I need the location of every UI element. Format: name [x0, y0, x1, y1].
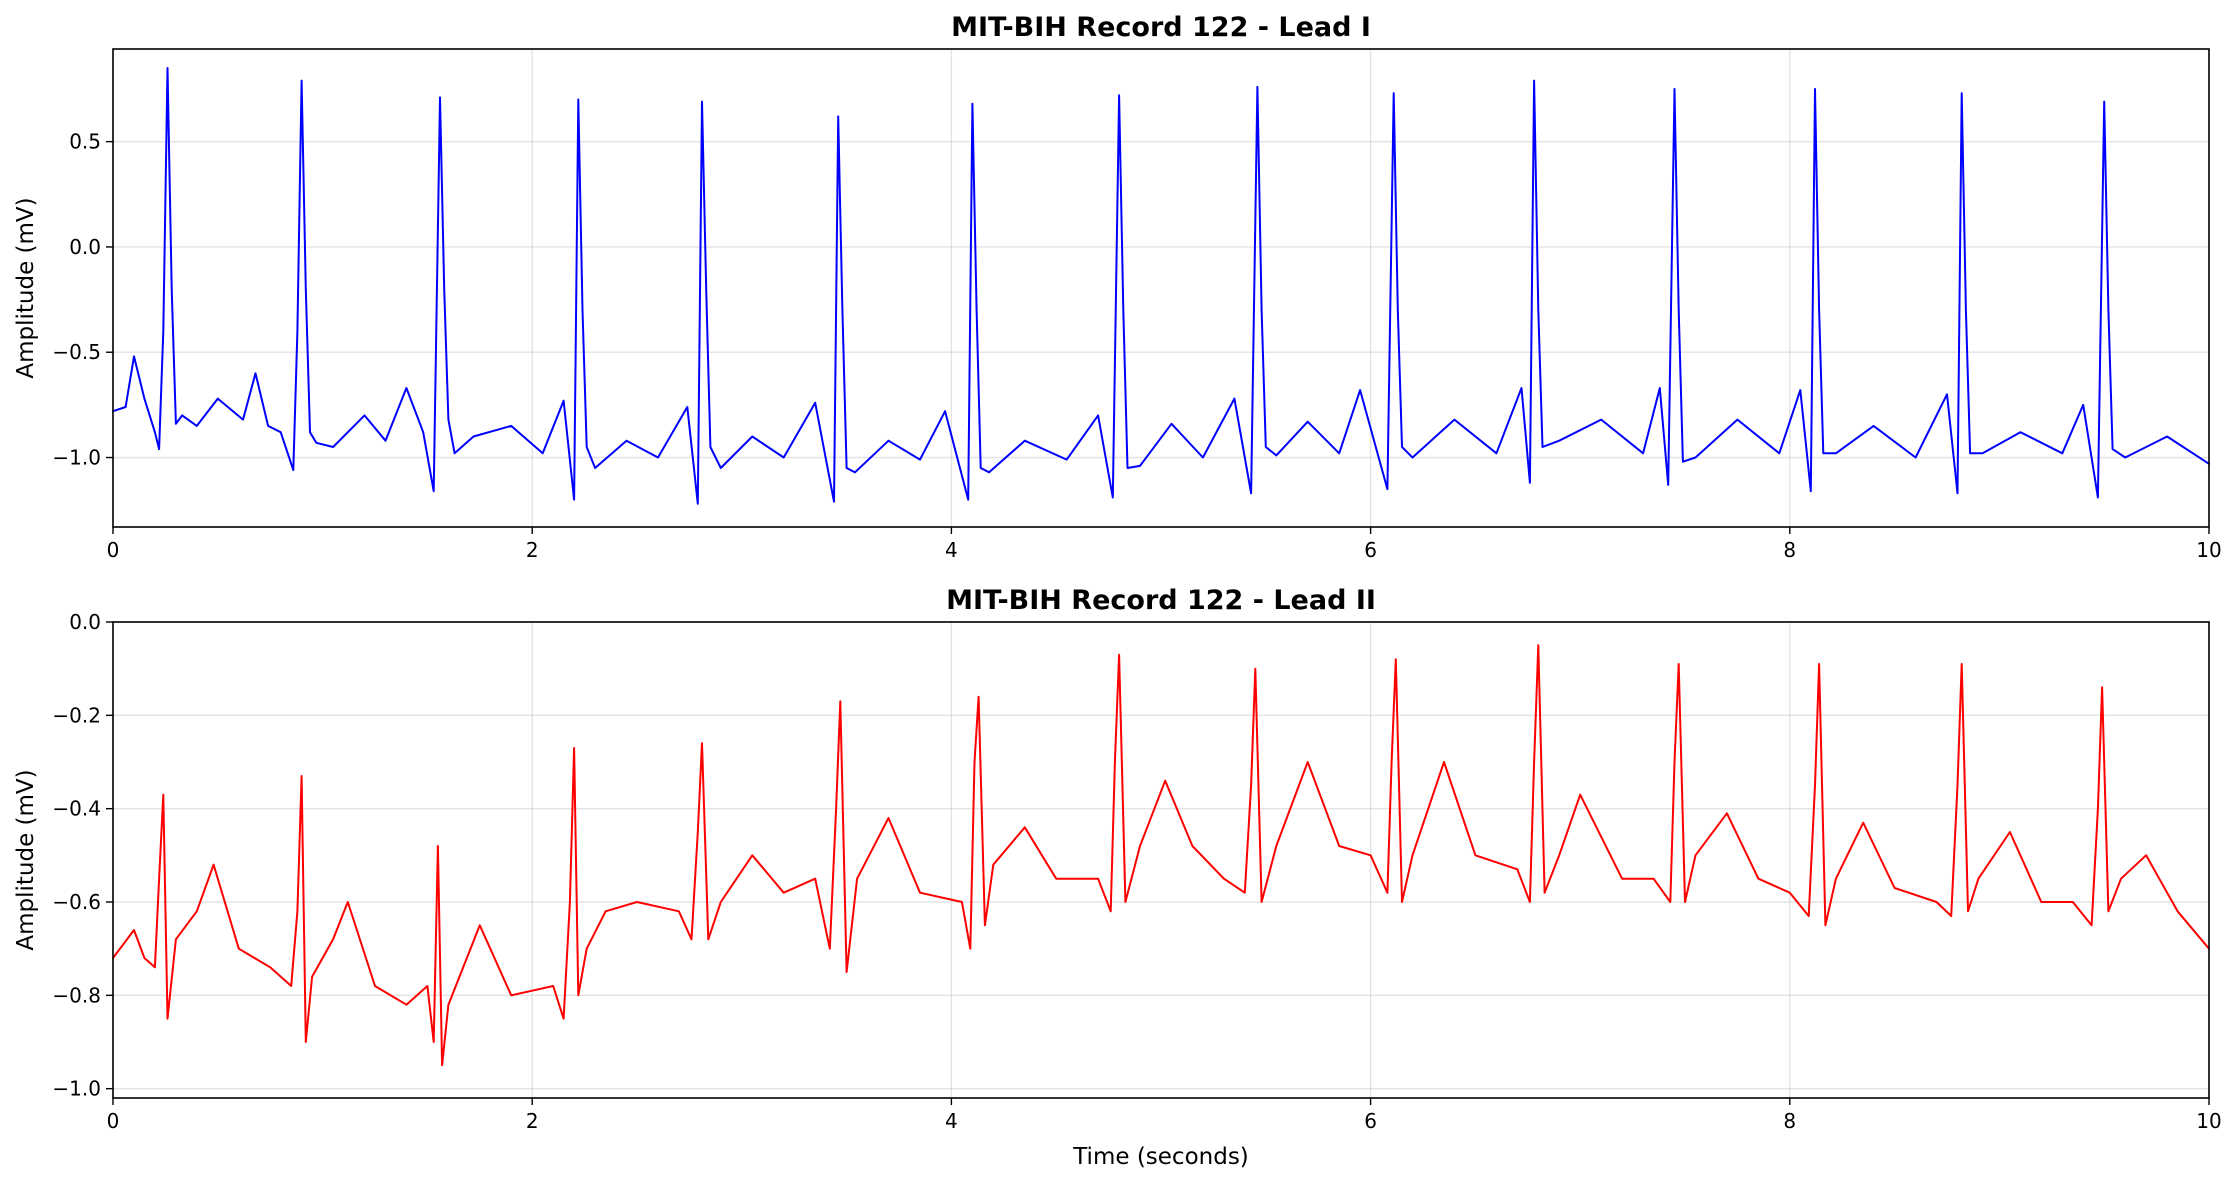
lead-i-x-tick-label: 0	[107, 538, 120, 562]
lead-ii-x-axis-label: Time (seconds)	[1072, 1144, 1249, 1170]
lead-ii-y-axis-label: Amplitude (mV)	[13, 769, 39, 950]
lead-ii-signal-line	[112, 644, 2210, 1067]
lead-i-ticks: 0 2 4 6 8 10 −1.0 −0.5 0.0 0.5	[52, 130, 2221, 562]
lead-ii-y-tick-label: −0.6	[52, 890, 101, 914]
lead-ii-y-tick-label: 0.0	[69, 610, 101, 634]
lead-ii-y-tick-label: −0.2	[52, 703, 101, 727]
lead-i-y-tick-label: 0.5	[69, 130, 101, 154]
lead-ii-x-tick-label: 4	[945, 1109, 958, 1133]
lead-i-panel: MIT-BIH Record 122 - Lead I 0 2 4 6 8 10 −1.0 −…	[13, 12, 2222, 562]
lead-ii-x-tick-label: 2	[526, 1109, 539, 1133]
lead-ii-x-tick-label: 0	[107, 1109, 120, 1133]
lead-i-line-group	[112, 67, 2210, 505]
lead-ii-y-tick-label: −1.0	[52, 1077, 101, 1101]
lead-ii-panel: MIT-BIH Record 122 - Lead II 0 2 4 6 8 10 −1.0…	[13, 585, 2222, 1170]
lead-ii-title: MIT-BIH Record 122 - Lead II	[946, 585, 1376, 616]
lead-i-y-axis-label: Amplitude (mV)	[13, 197, 39, 378]
lead-i-y-tick-label: −0.5	[52, 340, 101, 364]
lead-ii-y-tick-label: −0.4	[52, 797, 101, 821]
lead-i-x-tick-label: 4	[945, 538, 958, 562]
lead-i-plot-frame	[112, 48, 2210, 528]
lead-i-signal-line	[112, 67, 2210, 505]
lead-i-x-tick-label: 10	[2196, 538, 2221, 562]
lead-i-x-tick-label: 8	[1783, 538, 1796, 562]
lead-ii-y-tick-label: −0.8	[52, 983, 101, 1007]
lead-ii-line-group	[112, 644, 2210, 1067]
lead-i-x-tick-label: 6	[1364, 538, 1377, 562]
lead-i-y-tick-label: −1.0	[52, 446, 101, 470]
lead-ii-ticks: 0 2 4 6 8 10 −1.0 −0.8 −0.6 −0.4 −0.2 0.0	[52, 610, 2221, 1133]
lead-i-x-tick-label: 2	[526, 538, 539, 562]
lead-ii-plot-frame	[112, 621, 2210, 1099]
lead-ii-x-tick-label: 6	[1364, 1109, 1377, 1133]
lead-i-title: MIT-BIH Record 122 - Lead I	[951, 12, 1371, 43]
lead-ii-x-tick-label: 8	[1783, 1109, 1796, 1133]
lead-ii-grid	[112, 621, 2210, 1098]
lead-ii-x-tick-label: 10	[2196, 1109, 2221, 1133]
lead-i-y-tick-label: 0.0	[69, 235, 101, 259]
